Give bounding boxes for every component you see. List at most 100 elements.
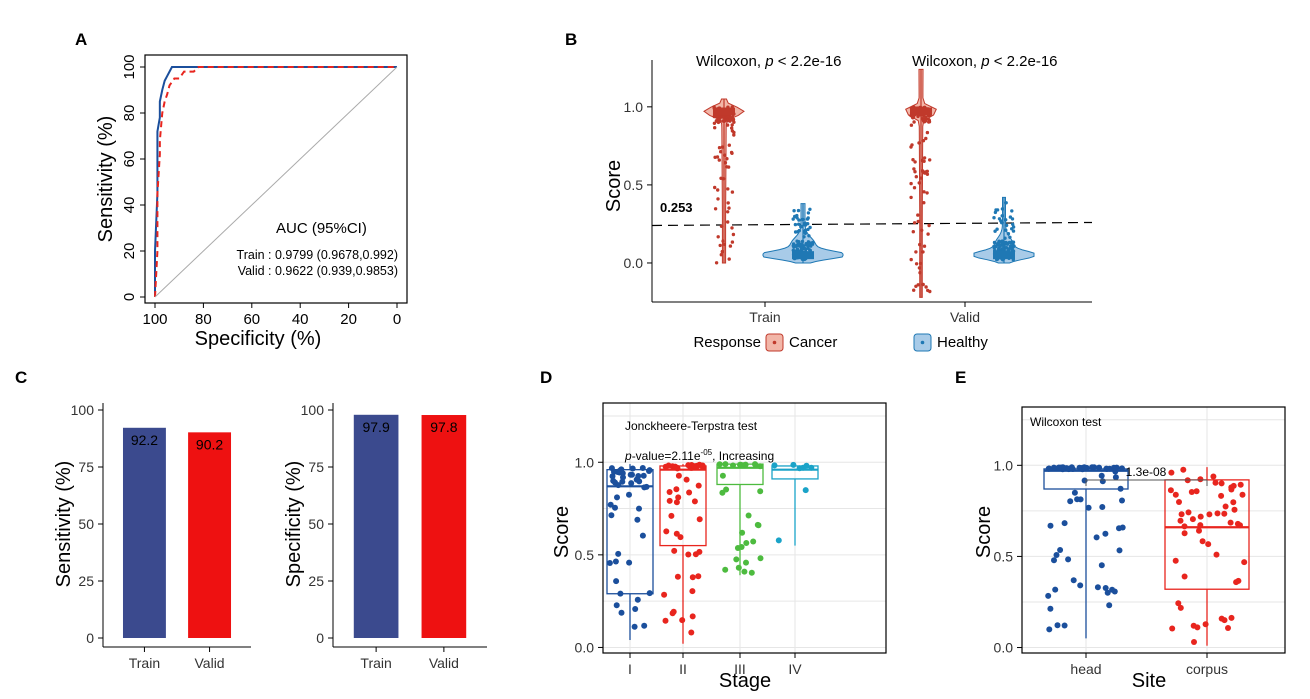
- y-tick-label: 75: [308, 459, 324, 475]
- healthy-point: [802, 246, 807, 251]
- y-tick-label: 25: [308, 573, 324, 589]
- cancer-point: [717, 158, 721, 162]
- median-box: [910, 107, 932, 116]
- panel-e-plot: 0.0 0.5 1.0 head corpus: [994, 407, 1285, 677]
- data-point: [1106, 602, 1113, 609]
- data-point: [632, 606, 639, 612]
- data-point: [745, 512, 752, 519]
- healthy-point: [801, 217, 805, 222]
- cancer-point: [717, 146, 722, 150]
- data-point: [695, 482, 702, 489]
- healthy-point: [793, 214, 797, 219]
- data-point: [1055, 464, 1062, 471]
- cancer-point: [914, 262, 919, 266]
- cancer-point: [712, 114, 716, 119]
- x-tick-label: 40: [292, 311, 309, 328]
- cancer-point: [927, 120, 931, 124]
- data-point: [626, 491, 632, 498]
- healthy-point: [796, 208, 801, 213]
- panel-b-legend-title: Response: [693, 334, 761, 351]
- reference-diagonal-line: [154, 66, 398, 298]
- cancer-point: [909, 123, 914, 127]
- cancer-point: [913, 160, 917, 164]
- data-point: [1098, 472, 1105, 479]
- healthy-point: [792, 209, 796, 213]
- x-tick-label: IV: [788, 661, 802, 677]
- panel-c2-plot: 0 25 50 75 100 97.9 Train 97.8 Valid: [301, 402, 467, 671]
- data-point: [675, 472, 682, 479]
- data-point: [1117, 485, 1124, 492]
- data-point: [1050, 464, 1057, 471]
- cancer-point: [721, 177, 726, 181]
- cancer-point: [912, 221, 917, 225]
- cancer-point: [919, 176, 923, 180]
- y-tick-label: 20: [121, 243, 138, 260]
- data-point: [1237, 481, 1244, 488]
- data-point: [1046, 626, 1053, 633]
- data-point: [739, 529, 746, 536]
- panel-c2-bars: 0 25 50 75 100 97.9 Train 97.8 Valid Specificity…: [283, 402, 487, 671]
- data-point: [1191, 639, 1197, 645]
- data-point: [606, 560, 613, 566]
- healthy-point: [1010, 209, 1014, 213]
- data-point: [1047, 522, 1054, 529]
- cancer-point: [716, 197, 720, 201]
- cancer-point: [916, 219, 920, 224]
- cancer-point: [714, 261, 719, 265]
- data-point: [608, 512, 615, 519]
- healthy-point: [1007, 240, 1012, 245]
- data-point: [748, 569, 755, 576]
- cancer-point: [911, 158, 915, 162]
- data-point: [743, 540, 750, 546]
- data-point: [1065, 556, 1072, 563]
- data-point: [666, 489, 673, 495]
- cancer-point: [917, 266, 922, 270]
- y-tick-label: 0.5: [624, 177, 644, 193]
- panel-c2-ylabel: Specificity (%): [283, 461, 305, 588]
- cancer-point: [912, 186, 917, 190]
- healthy-point: [1000, 221, 1004, 225]
- data-point: [1221, 510, 1228, 517]
- data-point: [662, 463, 669, 470]
- healthy-point: [797, 218, 801, 222]
- data-point: [1239, 491, 1246, 498]
- data-point: [662, 617, 669, 624]
- roc-curve-valid: [154, 66, 397, 298]
- y-tick-label: 0.0: [994, 640, 1014, 656]
- bar-train: [353, 414, 399, 638]
- panel-a-frame: [144, 54, 408, 304]
- data-point: [1067, 498, 1074, 505]
- data-point: [1181, 523, 1188, 530]
- healthy-point: [1000, 214, 1004, 218]
- cancer-point: [723, 153, 727, 157]
- cancer-point: [726, 220, 730, 224]
- data-point: [673, 486, 680, 493]
- healthy-point: [811, 240, 815, 245]
- y-tick-label: 50: [78, 516, 94, 532]
- data-point: [1175, 600, 1182, 607]
- healthy-point: [1008, 235, 1012, 239]
- cancer-point: [719, 176, 723, 180]
- cancer-point: [912, 167, 916, 171]
- healthy-point: [803, 231, 807, 235]
- data-point: [1098, 562, 1105, 569]
- data-point: [663, 528, 670, 535]
- data-point: [1099, 504, 1106, 510]
- healthy-point: [803, 223, 808, 227]
- legend-healthy-dot: [920, 340, 925, 345]
- healthy-point: [995, 208, 1000, 212]
- cancer-point: [922, 244, 927, 248]
- healthy-point: [1011, 243, 1015, 247]
- healthy-point: [808, 225, 812, 230]
- data-point: [1053, 552, 1060, 558]
- cancer-point: [910, 115, 915, 119]
- data-point: [743, 559, 749, 566]
- cancer-point: [921, 250, 925, 254]
- x-tick-label: Train: [360, 655, 391, 671]
- data-point: [733, 556, 740, 563]
- panel-b-plot: 0.0 0.5 1.0 Train Valid: [624, 68, 1093, 325]
- data-point: [1206, 511, 1213, 518]
- cancer-point: [715, 155, 720, 159]
- median-box: [713, 107, 735, 116]
- data-point: [752, 461, 758, 468]
